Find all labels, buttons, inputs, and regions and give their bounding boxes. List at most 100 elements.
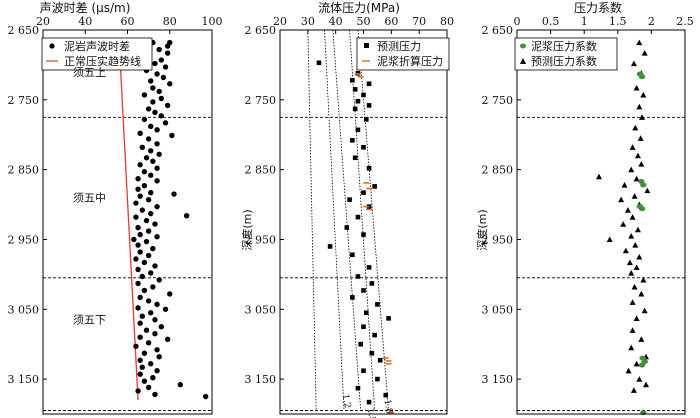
sonic-data-point (152, 331, 158, 337)
predicted-coefficient-point (629, 214, 636, 220)
predicted-pressure-point (355, 127, 361, 133)
sonic-data-point (135, 224, 141, 231)
pressure-panel-title: 流体压力(MPa) (318, 1, 400, 15)
predicted-coefficient-point (622, 247, 629, 254)
sonic-data-point (137, 371, 143, 377)
x-tick-label: 40 (78, 15, 92, 28)
predicted-coefficient-point (629, 144, 636, 150)
sonic-data-point (164, 336, 171, 342)
sonic-data-point (177, 381, 184, 388)
sonic-panel-title: 声波时差 (μs/m) (40, 1, 131, 15)
mud-coefficient-point (638, 206, 646, 212)
sonic-data-point (137, 294, 143, 301)
plot-frame (516, 29, 686, 415)
y-tick-label: 2 850 (245, 164, 277, 177)
predicted-pressure-point (386, 316, 391, 321)
predicted-coefficient-point (630, 60, 637, 67)
predicted-pressure-point (352, 155, 358, 161)
predicted-coefficient-point (638, 114, 645, 120)
x-tick-label: 80 (163, 15, 177, 28)
predicted-pressure-point (355, 214, 361, 220)
x-tick-label: 0.5 (542, 15, 560, 28)
predicted-coefficient-point (595, 173, 602, 180)
sonic-data-point (133, 200, 139, 206)
predicted-coefficient-point (641, 50, 648, 56)
ref-line-label-1-8: 1.8 (381, 399, 393, 415)
predicted-coefficient-point (638, 161, 645, 167)
sonic-data-point (150, 245, 156, 252)
x-tick-label: 70 (412, 15, 426, 28)
predicted-pressure-point (366, 81, 372, 87)
sonic-data-point (162, 120, 169, 126)
x-tick-label: 60 (384, 15, 398, 28)
predicted-pressure-point (350, 252, 355, 258)
sonic-data-point (141, 92, 148, 98)
coefficient-panel-title: 压力系数 (574, 0, 622, 15)
sonic-data-point (154, 165, 160, 171)
predicted-coefficient-point (638, 336, 645, 342)
predicted-pressure-point (366, 103, 372, 108)
predicted-coefficient-point (606, 236, 613, 243)
y-tick-label: 2 750 (8, 94, 40, 107)
sonic-data-point (156, 46, 162, 53)
x-tick-label: 20 (273, 15, 287, 28)
sonic-data-point (141, 350, 148, 356)
predicted-coefficient-point (633, 84, 640, 91)
legend-predicted-label: 预测压力 (377, 40, 421, 53)
sonic-data-point (160, 74, 167, 81)
x-tick-label: 60 (121, 15, 135, 28)
sonic-data-point (137, 249, 143, 255)
x-tick-label: 100 (202, 15, 223, 28)
y-tick-label: 2 650 (245, 24, 277, 37)
pressure-gradient-ref-line (332, 29, 362, 411)
predicted-pressure-point (358, 341, 364, 347)
mud-coefficient-point (638, 74, 646, 80)
plot-frame (279, 29, 448, 415)
predicted-coefficient-point (636, 103, 643, 110)
legend-trend-label: 正常压实趋势线 (64, 54, 141, 68)
sonic-data-point (164, 50, 171, 56)
sonic-data-point (202, 393, 209, 400)
coefficient-panel-ylabel: 深度(m) (475, 209, 489, 250)
sonic-data-point (154, 71, 160, 77)
sonic-data-point (156, 151, 162, 157)
predicted-coefficient-point (643, 381, 650, 388)
sonic-data-point (133, 256, 139, 262)
sonic-data-point (154, 368, 160, 374)
predicted-pressure-point (347, 197, 352, 202)
sonic-data-point (135, 242, 141, 248)
pressure-legend: 预测压力 泥浆折算压力 (356, 37, 450, 71)
sonic-data-point (141, 378, 148, 384)
pressure-gradient-ref-line (324, 29, 345, 411)
normal-compaction-trend-line (118, 40, 139, 401)
predicted-pressure-point (350, 138, 355, 143)
sonic-data-point (152, 221, 158, 227)
predicted-pressure-point (363, 310, 369, 316)
predicted-pressure-point (361, 288, 366, 293)
predicted-coefficient-point (636, 253, 643, 260)
zone-label-upper: 须五上 (73, 66, 106, 79)
predicted-coefficient-point (631, 283, 638, 290)
sonic-data-point (135, 305, 141, 311)
sonic-data-point (148, 270, 154, 276)
sonic-data-point (183, 213, 190, 219)
sonic-data-point (148, 210, 154, 217)
sonic-data-point (139, 207, 145, 213)
sonic-data-point (158, 57, 164, 63)
predicted-coefficient-point (640, 91, 647, 98)
sonic-data-point (154, 301, 160, 308)
x-tick-label: 30 (301, 15, 315, 28)
sonic-data-point (145, 228, 152, 234)
y-tick-label: 2 750 (245, 94, 277, 107)
predicted-pressure-point (361, 368, 366, 374)
sonic-data-point (148, 123, 154, 130)
sonic-data-point (171, 191, 177, 197)
sonic-data-point (148, 310, 154, 316)
sonic-data-point (137, 357, 143, 363)
predicted-pressure-point (316, 60, 322, 66)
x-tick-label: 40 (329, 15, 343, 28)
sonic-data-point (148, 78, 154, 84)
predicted-coefficient-point (618, 196, 625, 203)
legend-mudstone-label: 泥岩声波时差 (64, 39, 130, 53)
sonic-data-point (135, 186, 141, 192)
